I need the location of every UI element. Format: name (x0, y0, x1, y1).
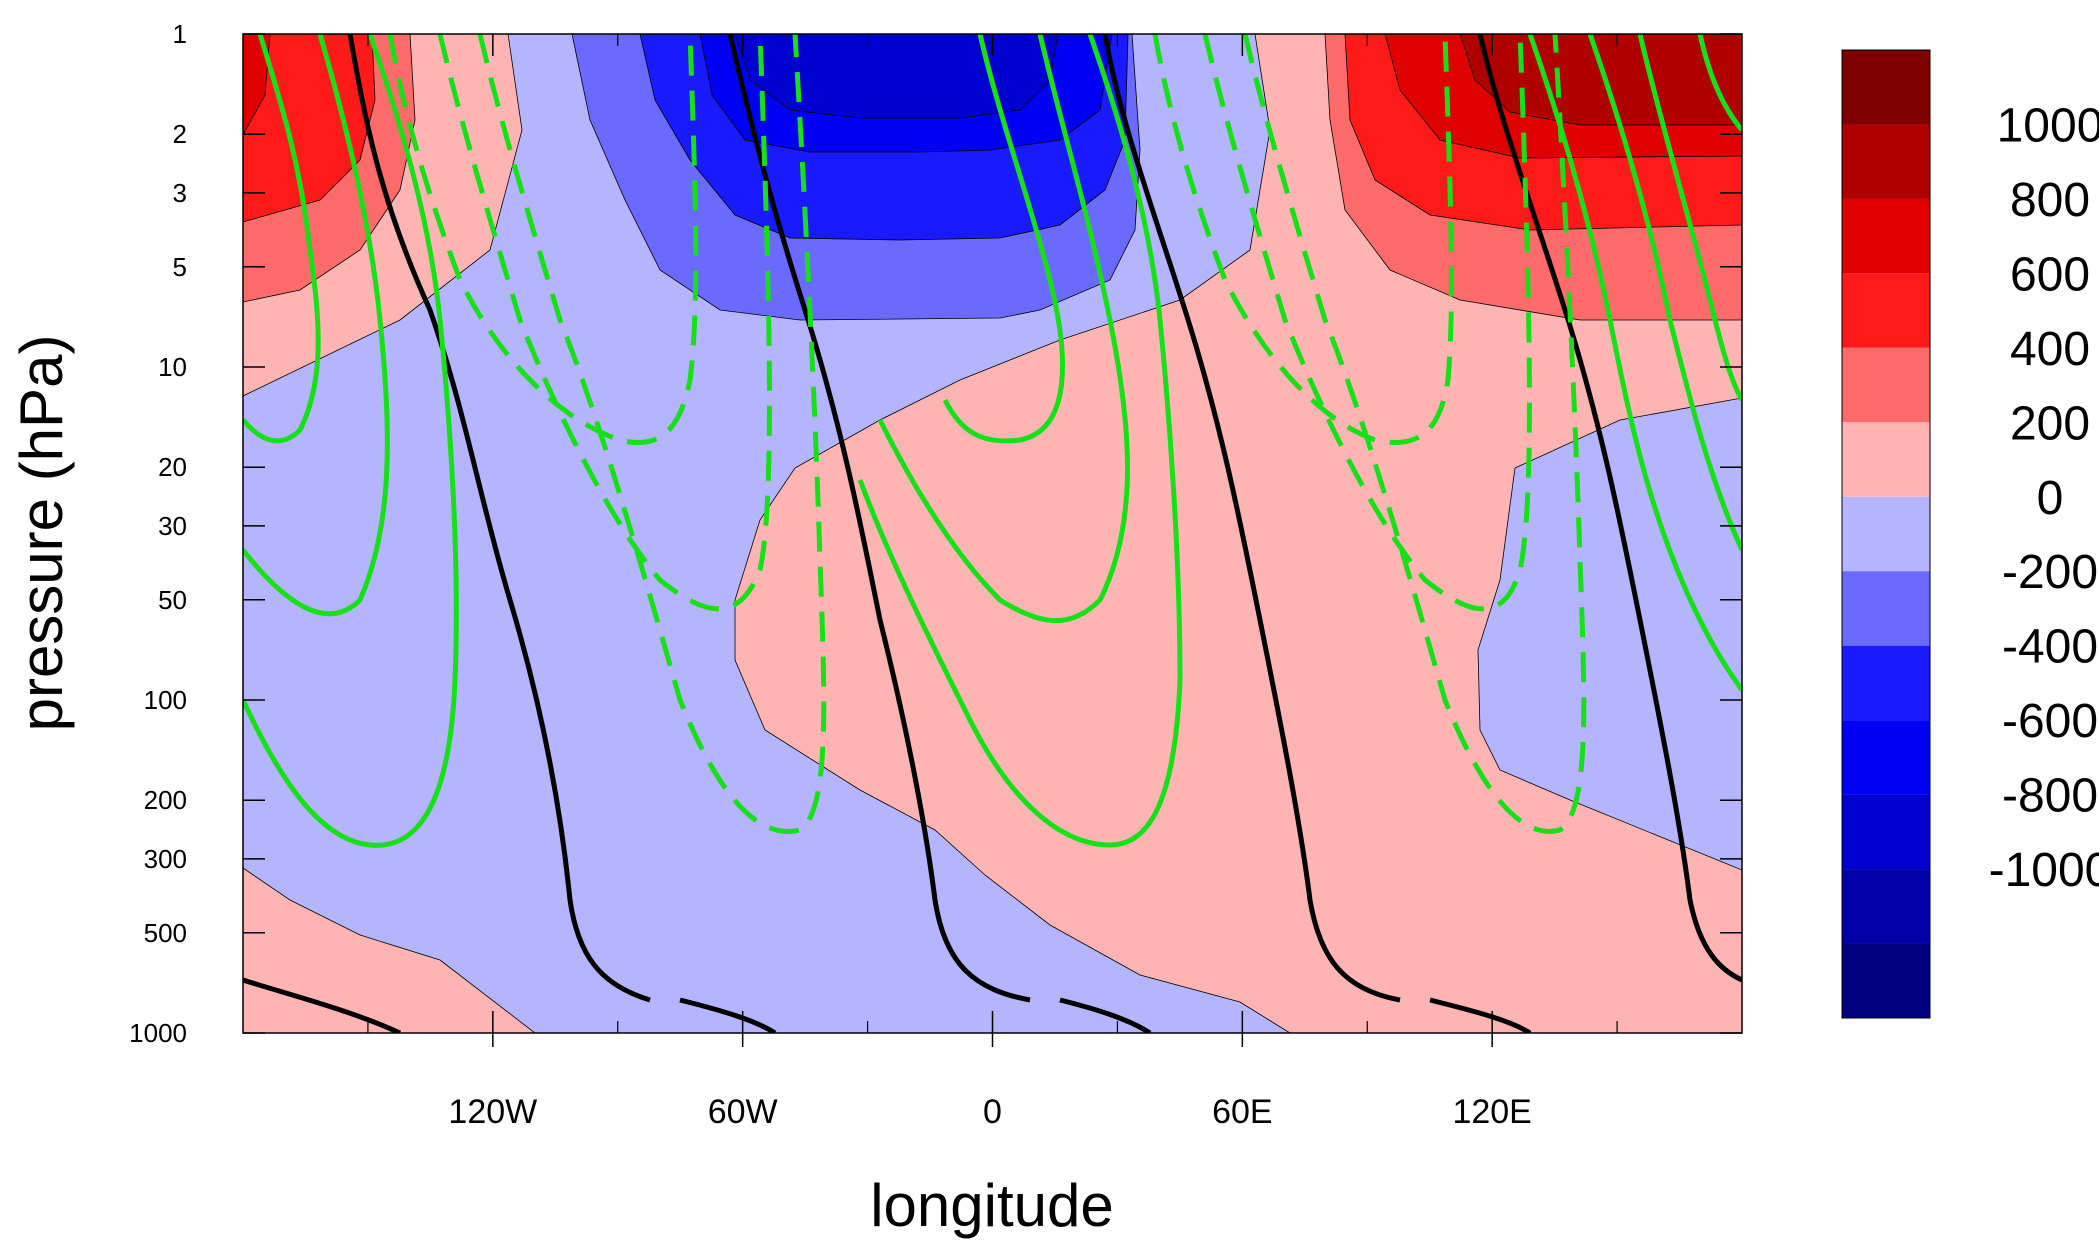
filled-contours (243, 34, 1742, 1033)
colorbar-label: -600 (2002, 695, 2098, 748)
black-contour-3 (1102, 34, 1401, 1003)
y-tick-label: 500 (144, 918, 187, 948)
green-contour-solid-7 (1697, 34, 1742, 132)
y-axis-ticks: 1 2 3 5 10 20 30 50 100 200 300 500 1000 (129, 19, 1742, 1048)
colorbar-swatch-3 (1842, 273, 1930, 348)
black-contour-7 (679, 997, 777, 1033)
green-contour-solid-8 (1637, 34, 1742, 402)
green-contour-solid-10 (1527, 34, 1742, 692)
y-tick-label: 1000 (129, 1018, 187, 1048)
colorbar (1841, 49, 1931, 1019)
x-tick-label: 60E (1212, 1093, 1273, 1131)
colorbar-label: 800 (2010, 174, 2090, 227)
green-contour-solid-3 (243, 34, 459, 848)
y-tick-label: 10 (158, 352, 187, 382)
colorbar-swatch-2 (1842, 198, 1930, 274)
colorbar-label: 1000 (1997, 99, 2099, 152)
black-contour-1 (347, 34, 651, 1003)
colorbar-swatch-7 (1842, 571, 1930, 646)
y-axis-title: pressure (hPa) (8, 335, 75, 732)
colorbar-label: 200 (2010, 397, 2090, 450)
x-axis-title: longitude (870, 1172, 1114, 1239)
black-contour-2 (727, 34, 1031, 1003)
colorbar-swatch-8 (1842, 645, 1930, 721)
y-tick-label: 100 (144, 685, 187, 715)
green-contour-dashed-2 (437, 34, 772, 612)
y-tick-label: 5 (173, 252, 187, 282)
green-contour-solid-5 (877, 34, 1130, 624)
negative-band-800 (734, 34, 1059, 119)
green-contour-solid-6 (857, 34, 1183, 848)
y-tick-label: 30 (158, 511, 187, 541)
y-tick-label: 2 (173, 119, 187, 149)
positive-band-600-left (243, 34, 271, 136)
black-contour-6 (1059, 997, 1152, 1033)
green-contour-dashed-1 (387, 34, 699, 445)
colorbar-swatch-5 (1842, 422, 1930, 497)
colorbar-swatch-6 (1842, 496, 1930, 572)
y-tick-label: 200 (144, 785, 187, 815)
green-contour-dashed-6 (1242, 34, 1587, 834)
colorbar-label: 400 (2010, 323, 2090, 376)
colorbar-swatch-12 (1842, 943, 1930, 1018)
y-tick-label: 300 (144, 844, 187, 874)
green-contour-solid-4 (942, 34, 1065, 444)
colorbar-swatch-9 (1842, 720, 1930, 795)
green-contour-solid-1 (243, 34, 321, 444)
black-contour-8 (1429, 997, 1532, 1033)
green-contour-solid-2 (243, 34, 390, 617)
colorbar-frame (1841, 49, 1931, 1019)
colorbar-swatch-0 (1842, 50, 1930, 125)
colorbar-swatch-10 (1842, 794, 1930, 870)
y-tick-label: 50 (158, 585, 187, 615)
colorbar-label: 600 (2010, 248, 2090, 301)
x-tick-label: 60W (708, 1093, 778, 1131)
x-tick-label: 0 (983, 1093, 1002, 1131)
green-contour-dashed-3 (477, 34, 827, 834)
colorbar-label: 0 (2037, 472, 2064, 525)
colorbar-label: -200 (2002, 546, 2098, 599)
green-contour-solid-9 (1587, 34, 1742, 552)
y-tick-label: 20 (158, 452, 187, 482)
colorbar-swatch-4 (1842, 347, 1930, 423)
colorbar-label: -800 (2002, 770, 2098, 823)
positive-band-800-right (1459, 34, 1742, 126)
x-tick-label: 120E (1452, 1093, 1531, 1131)
colorbar-labels: -1000 -800 -600 -400 -200 0 200 400 600 800 1000 (1989, 99, 2099, 897)
colorbar-label: -1000 (1989, 844, 2099, 897)
black-contour-5 (243, 977, 402, 1033)
green-contour-dashed-5 (1202, 34, 1532, 612)
colorbar-swatch-1 (1842, 124, 1930, 199)
x-tick-label: 120W (448, 1093, 537, 1131)
positive-region-lower-left (243, 867, 536, 1033)
contour-lines (243, 34, 1742, 1033)
x-axis-ticks: 120W 60W 0 60E 120E (367, 34, 1618, 1131)
y-tick-label: 3 (173, 178, 187, 208)
colorbar-label: -400 (2002, 621, 2098, 674)
y-tick-label: 1 (173, 19, 187, 49)
colorbar-swatch-11 (1842, 869, 1930, 944)
